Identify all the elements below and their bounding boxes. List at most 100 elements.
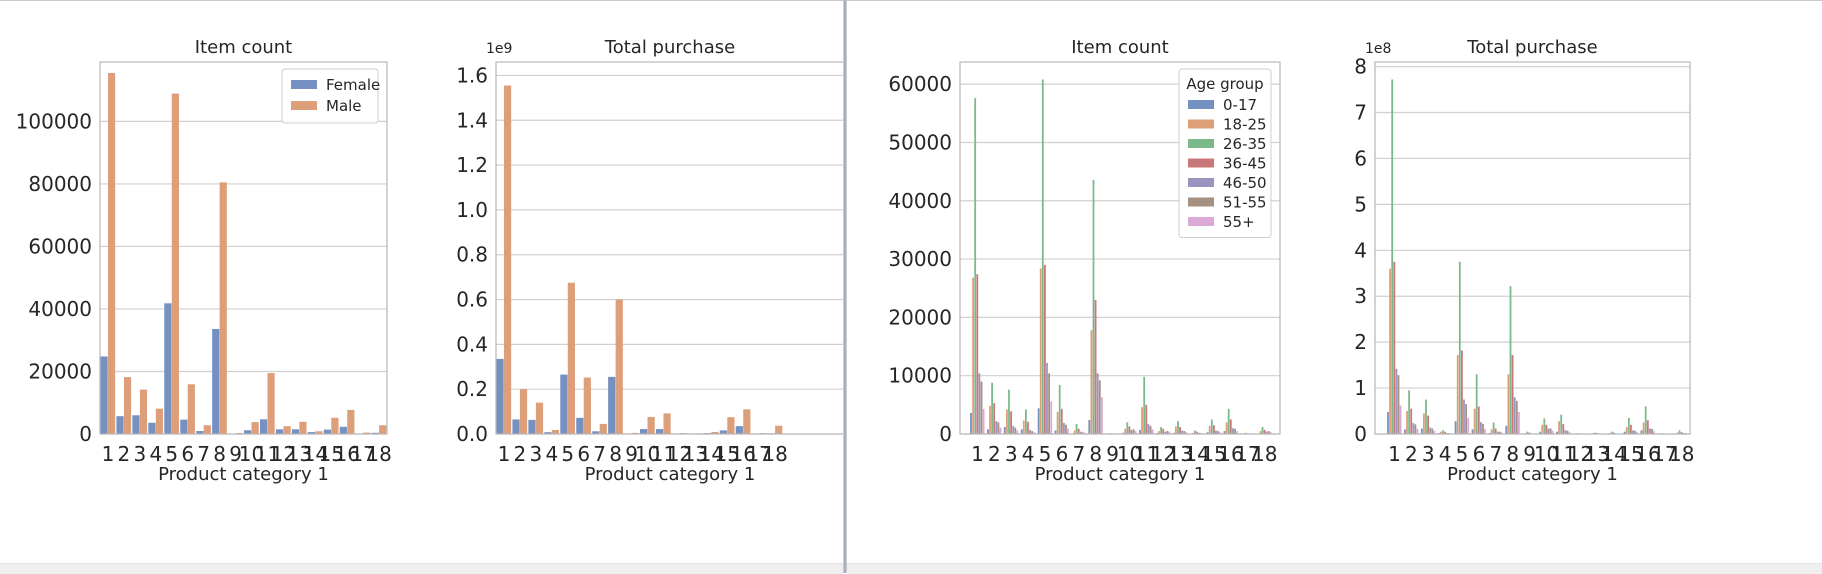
legend-label: 0-17 — [1223, 96, 1257, 114]
bar — [1562, 424, 1564, 434]
bar — [1643, 423, 1645, 434]
x-tick-label: 6 — [1056, 442, 1069, 466]
bar — [1230, 419, 1232, 434]
x-tick-label: 6 — [1473, 442, 1486, 466]
legend-swatch — [1188, 178, 1214, 187]
bar — [212, 329, 219, 434]
bar — [1044, 265, 1046, 434]
horizontal-scrollbar-right[interactable] — [847, 563, 1822, 574]
bar — [991, 383, 993, 434]
bar — [504, 86, 511, 434]
bar — [1004, 427, 1006, 434]
x-tick-label: 6 — [181, 442, 194, 466]
x-tick-label: 7 — [593, 442, 606, 466]
x-tick-label: 5 — [165, 442, 178, 466]
plot-frame — [1375, 62, 1690, 434]
y-tick-label: 8 — [1354, 55, 1367, 79]
x-tick-label: 4 — [545, 442, 558, 466]
bar — [1095, 300, 1097, 434]
bar — [1012, 426, 1014, 434]
bar — [1429, 428, 1431, 434]
legend-label: 18-25 — [1223, 116, 1267, 134]
bar — [528, 420, 535, 434]
x-tick-label: 1 — [971, 442, 984, 466]
bar — [1040, 268, 1042, 434]
bar — [132, 415, 139, 434]
bar — [1389, 269, 1391, 434]
bar — [1400, 406, 1402, 434]
bar — [600, 424, 607, 434]
bar — [1387, 412, 1389, 434]
axis-offset-label: 1e9 — [486, 41, 512, 57]
bar — [496, 359, 503, 434]
bar — [1143, 377, 1145, 434]
y-tick-label: 2 — [1354, 330, 1367, 354]
bar — [512, 419, 519, 434]
bar — [347, 410, 354, 434]
bar — [1512, 355, 1514, 434]
x-tick-label: 2 — [1405, 442, 1418, 466]
chart-title: Item count — [1071, 37, 1168, 58]
bar — [1213, 425, 1215, 434]
bar — [987, 429, 989, 434]
bar — [972, 278, 974, 434]
bar — [1510, 286, 1512, 434]
bar — [1630, 425, 1632, 434]
bar — [1014, 428, 1016, 434]
bar — [1406, 411, 1408, 434]
bar — [1131, 430, 1133, 434]
bar — [340, 427, 347, 434]
bar — [981, 382, 983, 434]
legend-label: 26-35 — [1223, 135, 1267, 153]
y-tick-label: 6 — [1354, 146, 1367, 170]
bar — [1396, 369, 1398, 434]
bar — [204, 425, 211, 434]
bar — [1408, 390, 1410, 434]
x-axis-label: Product category 1 — [585, 464, 756, 485]
bar — [1061, 409, 1063, 434]
bar — [1145, 405, 1147, 434]
y-tick-label: 50000 — [888, 130, 952, 154]
bar — [1560, 415, 1562, 434]
bar — [1415, 424, 1417, 434]
bar — [1628, 418, 1630, 434]
bar — [1097, 373, 1099, 434]
x-tick-label: 1 — [102, 442, 115, 466]
y-tick-label: 1.2 — [456, 153, 488, 177]
y-tick-label: 20000 — [888, 305, 952, 329]
legend-label: Male — [326, 97, 362, 115]
bar — [1228, 409, 1230, 434]
bar — [1129, 426, 1131, 434]
bar — [1141, 407, 1143, 434]
bar — [1465, 404, 1467, 434]
x-tick-label: 1 — [1388, 442, 1401, 466]
bar — [640, 429, 647, 434]
legend-swatch — [1188, 120, 1214, 129]
bar — [576, 418, 583, 434]
horizontal-scrollbar-left[interactable] — [0, 563, 844, 574]
bar — [1088, 420, 1090, 434]
y-tick-label: 20000 — [28, 359, 92, 383]
bar — [1423, 413, 1425, 434]
bar — [1010, 411, 1012, 434]
bar — [140, 390, 147, 434]
bar — [1211, 419, 1213, 434]
x-tick-label: 4 — [149, 442, 162, 466]
x-tick-label: 2 — [514, 442, 527, 466]
y-tick-label: 0.2 — [456, 377, 488, 401]
plot-frame — [496, 62, 844, 434]
bar — [1042, 79, 1044, 434]
bar — [1150, 426, 1152, 434]
bar — [993, 403, 995, 434]
x-tick-label: 7 — [1072, 442, 1085, 466]
legend-label: 46-50 — [1223, 174, 1267, 192]
bar — [974, 98, 976, 434]
bar — [276, 429, 283, 434]
x-tick-label: 8 — [213, 442, 226, 466]
chart-title: Item count — [195, 37, 292, 58]
y-tick-label: 0.8 — [456, 243, 488, 267]
bar — [1647, 420, 1649, 434]
bar — [1398, 375, 1400, 434]
